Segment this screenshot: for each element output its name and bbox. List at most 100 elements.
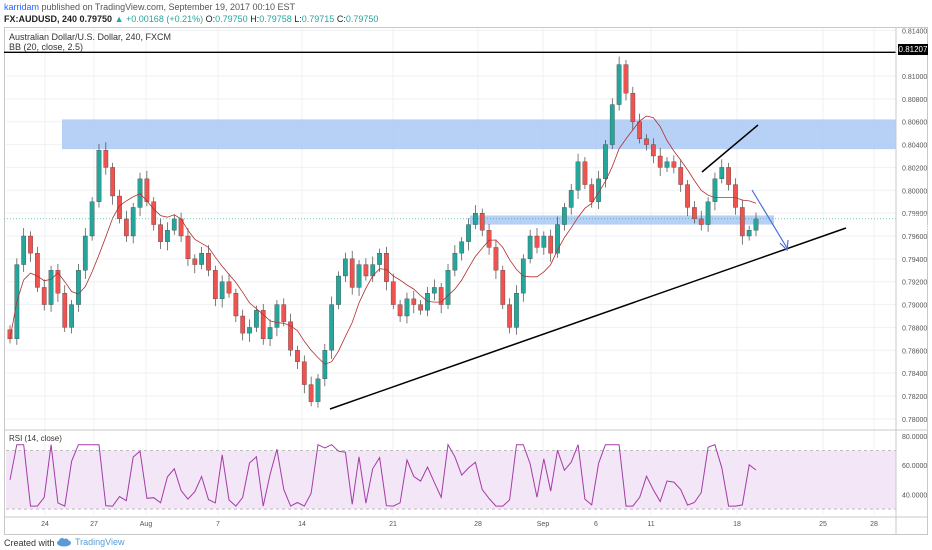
- candle-body: [493, 247, 499, 271]
- candlestick-series: [7, 56, 759, 408]
- candle-body: [575, 161, 581, 191]
- grid-lines: [6, 28, 896, 515]
- support-zone: [470, 215, 774, 225]
- candle-body: [240, 315, 246, 334]
- time-tick-label: 18: [733, 521, 741, 528]
- price-tick-label: 0.78200: [902, 394, 927, 401]
- candle-body: [281, 304, 287, 322]
- published-text: published on TradingView.com, September …: [41, 2, 296, 12]
- candle-body: [363, 264, 369, 277]
- candle-body: [418, 304, 423, 311]
- candle-body: [21, 235, 27, 265]
- axes: 0.81400 0.81000 0.80800 0.80600 0.80400 0.802…: [4, 27, 928, 535]
- symbol-info: FX:AUDUSD, 240 0.79750 ▲ +0.00168 (+0.21…: [4, 14, 378, 24]
- candle-body: [165, 230, 170, 242]
- candle-body: [644, 138, 649, 145]
- rsi-tick-label: 60.0000: [902, 463, 927, 470]
- time-tick-label: 28: [474, 521, 482, 528]
- price-tick-label: 0.80200: [902, 165, 927, 172]
- candle-body: [171, 218, 177, 231]
- time-tick-label: 6: [594, 521, 598, 528]
- time-tick-label: Aug: [140, 521, 153, 528]
- candle-body: [254, 310, 259, 328]
- candle-body: [616, 64, 622, 105]
- candle-body: [431, 287, 437, 294]
- rsi-tick-label: 80.0000: [902, 434, 927, 441]
- candle-body: [343, 258, 348, 277]
- time-tick-label: 21: [389, 521, 397, 528]
- candle-body: [336, 275, 341, 305]
- candle-body: [650, 144, 656, 157]
- chart-canvas[interactable]: 80.0000 60.0000 40.0000 0.81400 0.81000 0.80…: [0, 0, 932, 536]
- candle-body: [753, 218, 759, 231]
- candle-body: [623, 64, 629, 94]
- candle-body: [62, 292, 68, 328]
- candle-body: [82, 235, 88, 271]
- time-tick-label: Sep: [537, 521, 550, 528]
- time-tick-label: 11: [647, 521, 654, 528]
- tradingview-logo[interactable]: TradingView: [56, 537, 125, 547]
- price-tick-label: 0.81000: [902, 74, 927, 81]
- arrow-head-icon: [779, 239, 789, 252]
- candle-body: [41, 287, 47, 305]
- candle-body: [377, 252, 382, 265]
- candle-body: [664, 161, 670, 168]
- candle-body: [719, 167, 725, 180]
- candle-body: [746, 230, 752, 237]
- username-link[interactable]: karridam: [4, 2, 40, 12]
- candle-body: [582, 161, 588, 185]
- candle-body: [411, 298, 417, 305]
- candle-body: [705, 201, 711, 225]
- ascending-trendline: [329, 227, 847, 410]
- candle-body: [76, 270, 81, 305]
- price-tick-label: 0.80600: [902, 120, 927, 127]
- price-tick-label: 0.79400: [902, 257, 927, 264]
- candle-body: [247, 327, 252, 334]
- open-value: 0.79750: [215, 14, 248, 24]
- tradingview-cloud-icon: [57, 538, 71, 547]
- bollinger-basis-line: [9, 115, 757, 365]
- candle-body: [384, 252, 389, 282]
- last-price: 0.79750: [79, 14, 113, 24]
- candle-body: [356, 264, 362, 288]
- candle-body: [390, 281, 396, 305]
- price-tick-label: 0.78800: [902, 325, 927, 332]
- candle-body: [110, 167, 116, 197]
- candle-body: [507, 304, 512, 328]
- candle-body: [562, 207, 567, 225]
- price-tick-label: 0.80000: [902, 188, 927, 195]
- candle-body: [739, 207, 745, 237]
- candle-body: [733, 184, 738, 208]
- rsi-line: [9, 443, 757, 507]
- candle-body: [185, 235, 191, 260]
- rsi-band: [6, 450, 896, 510]
- candle-body: [678, 167, 684, 185]
- close-value: 0.79750: [345, 14, 379, 24]
- candle-body: [548, 235, 554, 254]
- candle-body: [568, 190, 574, 208]
- close-label: C:: [336, 14, 346, 24]
- candle-body: [295, 350, 300, 362]
- rsi-legend: RSI (14, close): [9, 434, 62, 443]
- candle-body: [541, 235, 547, 248]
- candle-body: [609, 104, 615, 145]
- price-tick-label: 0.81400: [902, 28, 927, 35]
- countdown-tag: 03:49:22: [898, 224, 930, 233]
- price-tick-label: 0.80400: [902, 143, 927, 150]
- candle-body: [48, 270, 54, 305]
- projection-arrow: [751, 189, 788, 249]
- price-tick-label: 0.79000: [902, 303, 927, 310]
- candle-body: [438, 287, 444, 305]
- created-with-text: Created with: [4, 538, 55, 548]
- candle-body: [151, 201, 157, 225]
- time-tick-label: 25: [819, 521, 827, 528]
- low-label: L:: [294, 14, 302, 24]
- resistance-zone: [62, 119, 896, 150]
- candle-body: [514, 292, 519, 328]
- instrument-legend: Australian Dollar/U.S. Dollar, 240, FXCM: [9, 32, 172, 42]
- candle-body: [89, 201, 95, 237]
- candle-body: [158, 224, 163, 242]
- tradingview-brand: TradingView: [75, 537, 125, 547]
- candle-body: [28, 235, 33, 254]
- symbol-label: FX:AUDUSD, 240: [4, 14, 78, 24]
